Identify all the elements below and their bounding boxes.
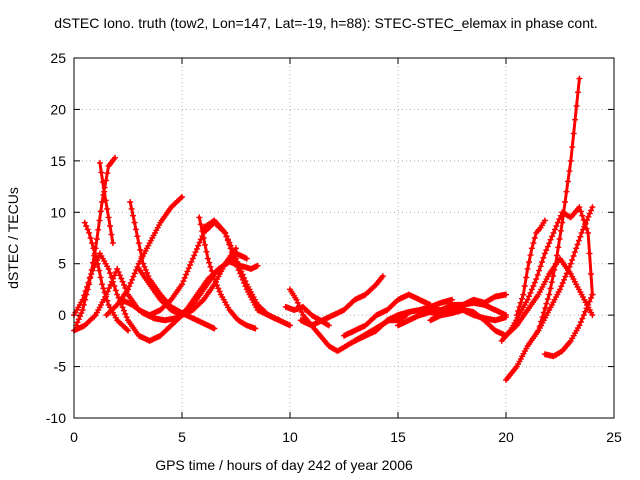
grid xyxy=(74,58,614,418)
x-tick-label: 20 xyxy=(498,429,514,445)
y-tick-label: 0 xyxy=(58,307,66,323)
series-9 xyxy=(196,214,259,332)
series-trace xyxy=(500,205,594,343)
series-trace xyxy=(83,221,130,333)
series-trace xyxy=(284,305,331,327)
x-tick-label: 5 xyxy=(178,429,186,445)
axis-ticks: 0 5 10 15 20 25 -10 -5 0 5 10 15 20 25 xyxy=(46,50,622,445)
x-tick-label: 15 xyxy=(390,429,406,445)
series-trace xyxy=(504,205,594,382)
series-19 xyxy=(438,299,509,319)
series-trace xyxy=(197,215,257,330)
series-25 xyxy=(541,291,596,360)
series-24 xyxy=(513,217,548,319)
series-6 xyxy=(103,193,185,319)
series-14 xyxy=(282,303,332,329)
series-trace xyxy=(128,200,216,330)
series-trace xyxy=(299,274,385,327)
series-trace xyxy=(536,77,581,333)
y-tick-label: 25 xyxy=(50,50,66,66)
series-trace xyxy=(515,219,547,317)
series-trace xyxy=(353,298,454,343)
y-tick-label: -5 xyxy=(54,359,67,375)
series-trace xyxy=(104,195,184,317)
series-trace xyxy=(137,246,238,317)
series-11 xyxy=(135,245,239,319)
series-markers xyxy=(541,291,596,360)
series-22 xyxy=(503,204,596,383)
plot-frame xyxy=(73,57,615,419)
series-trace xyxy=(98,161,115,245)
y-tick-label: 15 xyxy=(50,153,66,169)
series-trace xyxy=(543,293,594,358)
series-23 xyxy=(535,75,583,334)
series-trace xyxy=(439,301,508,317)
y-axis-label: dSTEC / TECUs xyxy=(5,187,21,289)
series-trace xyxy=(202,219,281,322)
series-16 xyxy=(351,296,455,344)
series-15 xyxy=(341,291,434,339)
y-tick-label: 5 xyxy=(58,256,66,272)
series-trace xyxy=(72,221,292,333)
y-tick-label: -10 xyxy=(46,410,66,426)
series-21 xyxy=(498,204,596,344)
chart-title: dSTEC Iono. truth (tow2, Lon=147, Lat=-1… xyxy=(54,15,598,31)
series-7 xyxy=(127,199,218,332)
x-tick-label: 10 xyxy=(282,429,298,445)
series-5 xyxy=(96,159,116,247)
x-axis-label: GPS time / hours of day 242 of year 2006 xyxy=(155,457,413,473)
y-tick-label: 10 xyxy=(50,204,66,220)
data-series xyxy=(71,75,596,383)
x-tick-label: 25 xyxy=(606,429,622,445)
y-tick-label: 20 xyxy=(50,101,66,117)
series-trace xyxy=(342,293,432,338)
series-10 xyxy=(200,217,283,324)
series-4 xyxy=(81,219,131,334)
x-tick-label: 0 xyxy=(70,429,78,445)
